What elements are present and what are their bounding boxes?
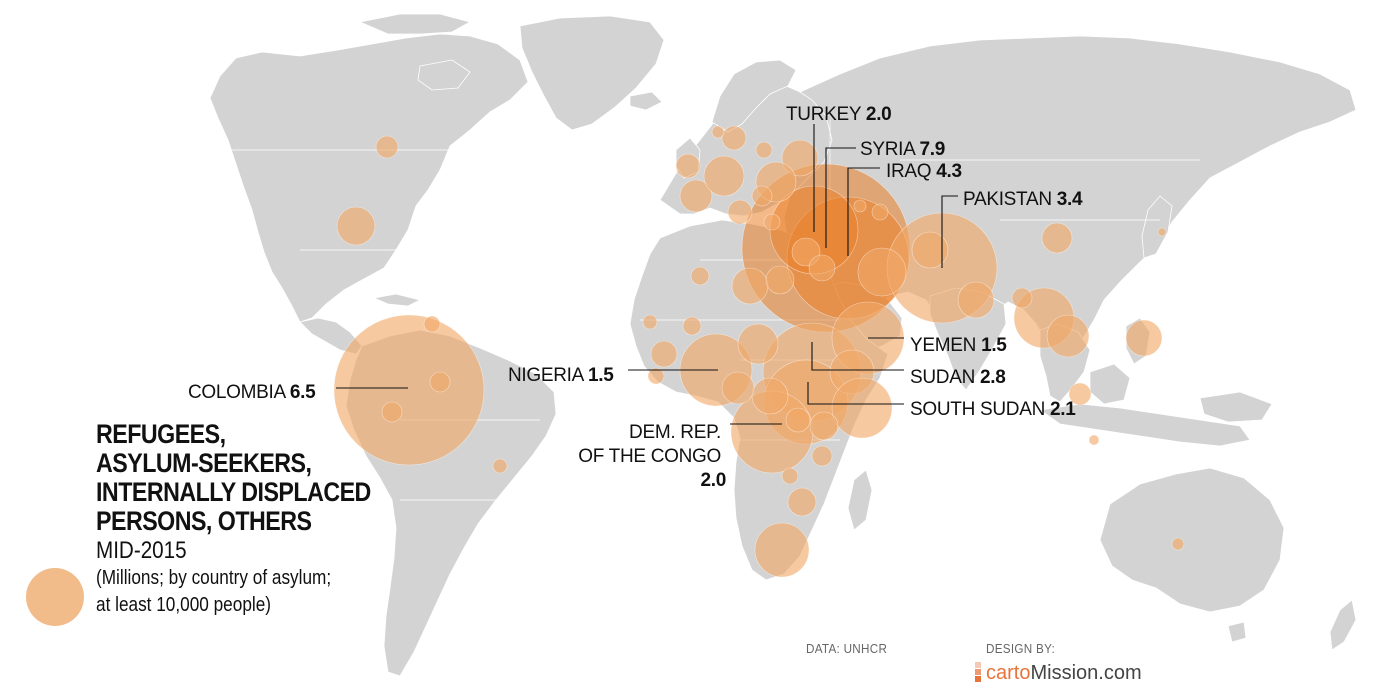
- label-nigeria: NIGERIA 1.5: [508, 365, 614, 386]
- title-line-1: REFUGEES,: [96, 419, 226, 449]
- land-new-zealand: [1329, 599, 1357, 651]
- bubble-germany: [703, 155, 745, 197]
- bubble-usa: [336, 206, 376, 246]
- land-north-america: [209, 33, 529, 323]
- title-block: REFUGEES, ASYLUM-SEEKERS, INTERNALLY DIS…: [96, 420, 416, 619]
- bubble-zambia: [781, 467, 799, 485]
- land-scandinavia: [711, 59, 797, 133]
- bubble-philippines: [1125, 319, 1163, 357]
- bubble-greece: [763, 213, 781, 231]
- bubble-somalia: [831, 377, 893, 439]
- leader-south-sudan: [807, 382, 904, 405]
- bubble-indonesia: [1088, 434, 1100, 446]
- bubble-libya: [731, 267, 769, 305]
- label-colombia: COLOMBIA 6.5: [188, 382, 316, 403]
- bubble-sweden: [721, 125, 747, 151]
- bubble-uk: [675, 153, 701, 179]
- land-japan: [1141, 195, 1173, 259]
- bubble-malaysia: [1068, 382, 1092, 406]
- leader-sudan: [811, 342, 904, 371]
- bubble-cameroon: [721, 371, 755, 405]
- bubble-poland: [755, 141, 773, 159]
- bubble-venezuela: [429, 371, 451, 393]
- legend-circle-icon: [26, 568, 84, 626]
- land-new-guinea: [1199, 391, 1273, 423]
- bubble-ivory-coast: [647, 367, 665, 385]
- source-credit: DATA: UNHCR: [806, 641, 888, 656]
- label-turkey: TURKEY 2.0: [786, 104, 891, 125]
- label-south-sudan: SOUTH SUDAN 2.1: [910, 399, 1076, 420]
- note-line-1: (Millions; by country of asylum;: [96, 567, 332, 589]
- title-line-2: ASYLUM-SEEKERS,: [96, 448, 312, 478]
- bubble-uganda: [785, 407, 811, 433]
- bubble-kenya: [809, 411, 839, 441]
- leader-syria: [825, 147, 856, 248]
- land-australia: [1099, 467, 1285, 613]
- bubble-mexico-south: [423, 315, 441, 333]
- bubble-china: [1041, 222, 1073, 254]
- design-credit-label: DESIGN BY:: [986, 641, 1056, 656]
- note-line-2: at least 10,000 people): [96, 594, 272, 616]
- title-line-3: INTERNALLY DISPLACED: [96, 477, 371, 507]
- label-iraq: IRAQ 4.3: [886, 161, 962, 182]
- bubble-chad: [737, 323, 779, 365]
- bubble-india: [957, 281, 995, 319]
- bubble-colombia: [333, 314, 485, 466]
- bubble-ukraine: [781, 139, 819, 177]
- label-sudan: SUDAN 2.8: [910, 367, 1006, 388]
- logo-part1: carto: [986, 662, 1031, 684]
- label-yemen: YEMEN 1.5: [910, 335, 1007, 356]
- bubble-iran: [857, 247, 907, 297]
- label-pakistan: PAKISTAN 3.4: [963, 189, 1083, 210]
- label-drc: DEM. REP. OF THE CONGO 2.0: [578, 422, 726, 491]
- bubble-car: [751, 377, 789, 415]
- bubble-norway: [711, 125, 725, 139]
- bubble-afghanistan: [911, 231, 949, 269]
- bubble-algeria: [690, 266, 710, 286]
- land-arctic-islands: [358, 13, 472, 35]
- bubble-azerbaijan: [871, 203, 889, 221]
- bubble-australia: [1171, 537, 1185, 551]
- bubble-brazil: [492, 458, 508, 474]
- logo-text: cartoMission.com: [986, 662, 1142, 685]
- bubble-zimbabwe: [787, 487, 817, 517]
- leader-lines: [336, 124, 958, 425]
- bubble-egypt: [765, 265, 795, 295]
- land-hudson-islands: [417, 59, 471, 91]
- bubble-canada: [375, 135, 399, 159]
- bubble-thailand: [1046, 314, 1090, 358]
- land-madagascar: [847, 469, 873, 531]
- bubble-ecuador: [381, 401, 403, 423]
- land-cuba: [372, 293, 422, 307]
- bubble-georgia: [853, 199, 867, 213]
- leader-iraq: [847, 167, 880, 256]
- bubble-italy: [727, 199, 753, 225]
- bubble-mauritania: [642, 314, 658, 330]
- bubble-mali: [650, 340, 678, 368]
- subtitle: MID-2015: [96, 537, 187, 564]
- bubble-south-africa: [754, 522, 810, 578]
- land-tasmania: [1227, 621, 1247, 643]
- logo-icon: [975, 662, 981, 684]
- land-iceland: [629, 91, 663, 111]
- bubble-niger: [682, 316, 702, 336]
- title-line-4: PERSONS, OTHERS: [96, 506, 312, 536]
- bubble-serbia: [751, 185, 773, 207]
- logo-part2: Mission.com: [1030, 662, 1142, 684]
- label-syria: SYRIA 7.9: [860, 139, 945, 160]
- bubble-france: [679, 179, 713, 213]
- bubble-jordan: [808, 254, 836, 282]
- bubble-japan: [1157, 227, 1167, 237]
- country-labels: TURKEY 2.0 SYRIA 7.9 IRAQ 4.3 PAKISTAN 3…: [188, 104, 1083, 491]
- leader-pakistan: [941, 195, 958, 268]
- bubble-bangladesh: [1011, 287, 1033, 309]
- bubble-tanzania: [811, 445, 833, 467]
- land-greenland: [519, 15, 665, 131]
- land-borneo: [1089, 363, 1131, 405]
- land-indonesia: [1038, 403, 1251, 447]
